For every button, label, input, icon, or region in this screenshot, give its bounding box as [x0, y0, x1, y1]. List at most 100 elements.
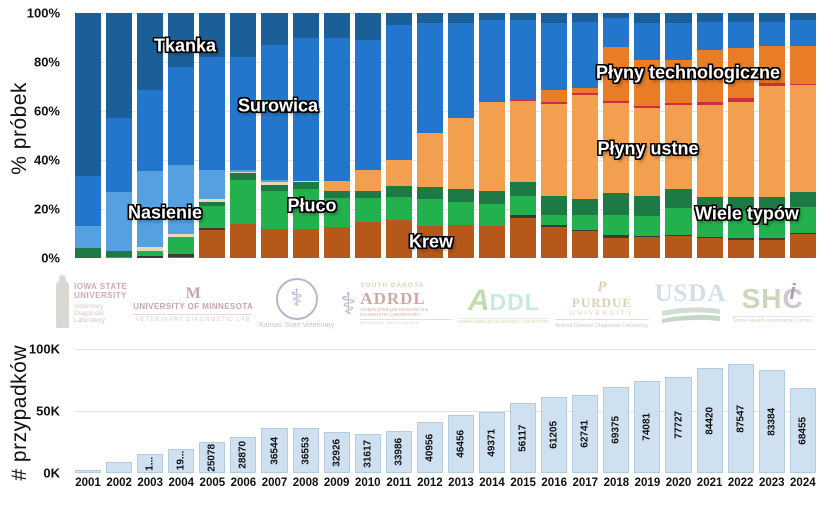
bar-segment: [572, 199, 598, 215]
stacked-bar-2015[interactable]: [510, 13, 536, 258]
bar-segment: [759, 22, 785, 47]
bar-segment: [541, 196, 567, 216]
case-bar-column-2014: 49371: [479, 349, 505, 473]
bottom-y-axis-ticks: 0K50K100K: [0, 349, 68, 473]
bar-segment: [168, 257, 194, 258]
stacked-bar-2019[interactable]: [634, 13, 660, 258]
stacked-bar-2011[interactable]: [386, 13, 412, 258]
case-bar-column-2008: 36553: [293, 349, 319, 473]
year-label: 2001: [75, 477, 101, 489]
stacked-bar-2010[interactable]: [355, 13, 381, 258]
stacked-bar-2013[interactable]: [448, 13, 474, 258]
bar-segment: [790, 13, 816, 20]
case-bar-value-label: 32926: [331, 439, 342, 467]
case-bar-column-2021: 84420: [697, 349, 723, 473]
year-label: 2011: [386, 477, 412, 489]
y-tick: 60%: [34, 104, 60, 119]
case-bar-column-2015: 56117: [510, 349, 536, 473]
bar-segment: [261, 229, 287, 258]
bar-segment: [261, 13, 287, 45]
case-bar-column-2017: 62741: [572, 349, 598, 473]
bar-segment: [448, 23, 474, 119]
bar-segment: [355, 170, 381, 191]
case-bar-column-2006: 28870: [230, 349, 256, 473]
logo-text: IOWA STATE: [74, 282, 127, 291]
bar-segment: [665, 13, 691, 23]
stacked-bar-2001[interactable]: [75, 13, 101, 258]
stacked-bar-2014[interactable]: [479, 13, 505, 258]
case-bar-column-2007: 36544: [261, 349, 287, 473]
shic-i-icon: i: [790, 280, 796, 304]
bar-segment: [417, 187, 443, 199]
case-bar-column-2023: 83384: [759, 349, 785, 473]
case-bar-value-label: 56117: [518, 425, 529, 452]
bar-segment: [137, 90, 163, 171]
bar-segment: [355, 191, 381, 198]
case-bar-column-2003: 1...: [137, 349, 163, 473]
stacked-bar-2007[interactable]: [261, 13, 287, 258]
stacked-bar-2006[interactable]: [230, 13, 256, 258]
case-bar-column-2012: 40956: [417, 349, 443, 473]
bar-segment: [665, 23, 691, 60]
bar-segment: [355, 13, 381, 40]
logo-text: USDA: [654, 280, 726, 308]
bar-segment: [759, 240, 785, 258]
stacked-bar-2009[interactable]: [324, 13, 350, 258]
campanile-statue-icon: [56, 280, 69, 328]
case-bar-value-label: 61205: [549, 421, 560, 449]
logo-university-of-minnesota: M UNIVERSITY OF MINNESOTA VETERINARY DIA…: [133, 285, 253, 324]
case-bar[interactable]: [75, 470, 101, 473]
bar-segment: [324, 227, 350, 258]
stacked-bar-2016[interactable]: [541, 13, 567, 258]
year-label: 2013: [448, 477, 474, 489]
bar-segment: [75, 248, 101, 258]
logo-purdue-university: P PURDUE UNIVERSITY Animal Disease Diagn…: [555, 279, 648, 329]
year-label: 2003: [137, 477, 163, 489]
top-y-axis-ticks: 0%20%40%60%80%100%: [0, 13, 68, 258]
bar-segment: [106, 13, 132, 118]
year-label: 2004: [168, 477, 194, 489]
case-bar-value-label: 49371: [487, 428, 498, 456]
bar-segment: [324, 13, 350, 38]
stacked-bar-2020[interactable]: [665, 13, 691, 258]
bar-segment: [510, 218, 536, 258]
bar-segment: [386, 25, 412, 160]
bar-segment: [106, 257, 132, 258]
case-bar-value-label: 33986: [393, 438, 404, 466]
bar-segment: [790, 85, 816, 192]
bar-segment: [386, 13, 412, 25]
bar-segment: [697, 13, 723, 22]
bar-segment: [355, 222, 381, 258]
logo-text: ANIMAL DISEASE RESEARCH & DIAGNOSTIC LAB…: [360, 308, 452, 318]
case-bar-value-label: 46456: [455, 430, 466, 458]
case-bar-column-2019: 74081: [634, 349, 660, 473]
logo-text: BROOKINGS, SOUTH DAKOTA: [360, 319, 452, 325]
bar-segment: [199, 206, 225, 228]
bar-segment: [790, 234, 816, 259]
stacked-bar-2008[interactable]: [293, 13, 319, 258]
case-bar[interactable]: [106, 462, 132, 473]
bar-segment: [199, 170, 225, 199]
bar-segment: [572, 95, 598, 199]
bar-segment: [75, 226, 101, 248]
dashboard-slide: % próbek 0%20%40%60%80%100% TkankaSurowi…: [0, 0, 820, 518]
bar-segment: [479, 226, 505, 258]
stacked-bar-2017[interactable]: [572, 13, 598, 258]
bar-segment: [168, 237, 194, 254]
year-label: 2023: [759, 477, 785, 489]
y-tick: 100K: [29, 342, 60, 357]
year-label: 2009: [324, 477, 350, 489]
year-label: 2015: [510, 477, 536, 489]
caduceus-icon: ⚕: [340, 288, 356, 321]
year-label: 2014: [479, 477, 505, 489]
bar-segment: [790, 20, 816, 46]
stacked-bar-2012[interactable]: [417, 13, 443, 258]
bar-segment: [541, 90, 567, 102]
year-label: 2021: [697, 477, 723, 489]
logo-text: UNIVERSITY: [74, 291, 127, 300]
bar-segment: [293, 229, 319, 258]
bar-segment: [603, 238, 629, 258]
bottom-plot-area: 1...19...2507828870365443655332926316173…: [75, 349, 816, 473]
bar-segment: [634, 216, 660, 236]
stacked-bar-2018[interactable]: [603, 13, 629, 258]
